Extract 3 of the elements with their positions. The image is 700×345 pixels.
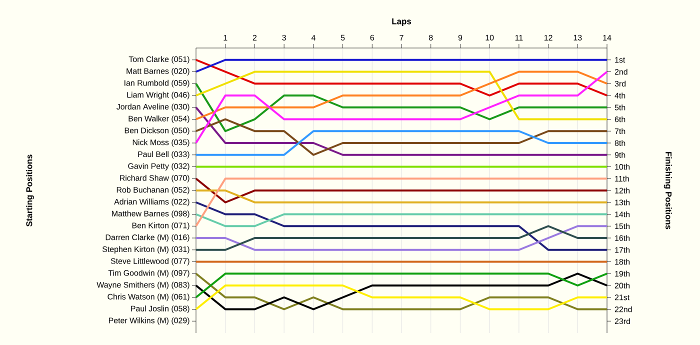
text: Starting Positions [26, 154, 34, 226]
x-axis-title: Laps [392, 18, 412, 26]
y2-axis-title: Finishing Positions [664, 152, 672, 230]
